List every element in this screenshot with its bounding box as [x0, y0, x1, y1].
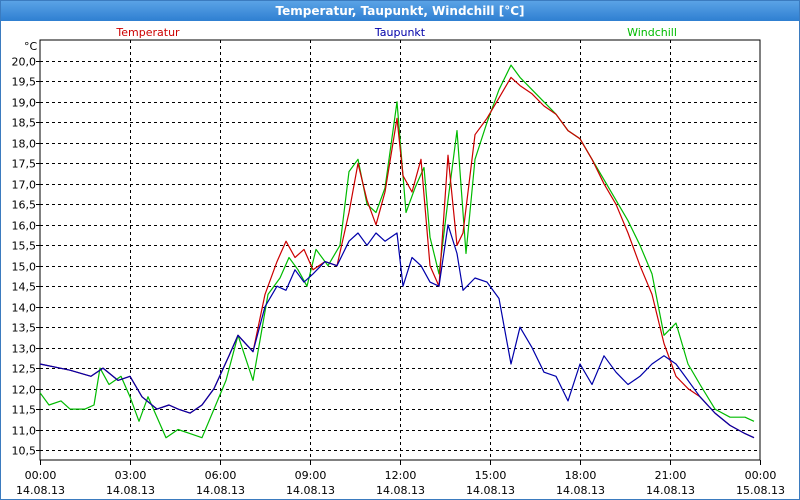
y-tick-label: 14,5 — [12, 281, 37, 294]
y-tick-label: 19,5 — [12, 76, 37, 89]
x-tick-date: 14.08.13 — [196, 484, 245, 497]
x-tick-time: 09:00 — [295, 469, 327, 482]
x-tick-date: 14.08.13 — [376, 484, 425, 497]
y-tick-label: 14,0 — [12, 302, 37, 315]
y-tick-label: 19,0 — [12, 97, 37, 110]
series-line-temperatur — [39, 76, 755, 439]
y-tick-label: 13,0 — [12, 343, 37, 356]
x-tick-time: 06:00 — [205, 469, 237, 482]
y-tick-labels: 20,0 19,5 19,0 18,5 18,0 17,5 17,0 16,5 16,0 15,5… — [12, 56, 37, 458]
x-tick-time: 03:00 — [115, 469, 147, 482]
x-tick-date: 14.08.13 — [466, 484, 515, 497]
series-line-taupunkt — [39, 224, 755, 439]
legend: Temperatur Taupunkt Windchill — [115, 26, 677, 39]
x-tick-date: 14.08.13 — [556, 484, 605, 497]
y-tick-label: 17,5 — [12, 158, 37, 171]
axes — [36, 39, 761, 465]
y-tick-label: 16,0 — [12, 220, 37, 233]
legend-windchill: Windchill — [627, 26, 677, 39]
x-tick-labels: 00:00 14.08.13 03:00 14.08.13 06:00 14.08.13 0… — [16, 469, 785, 497]
y-tick-label: 12,5 — [12, 363, 37, 376]
y-axis-unit: °C — [24, 40, 38, 53]
x-tick-time: 12:00 — [385, 469, 417, 482]
y-tick-label: 15,5 — [12, 240, 37, 253]
y-tick-label: 12,0 — [12, 384, 37, 397]
x-tick-date: 14.08.13 — [106, 484, 155, 497]
x-tick-time: 21:00 — [655, 469, 687, 482]
x-tick-time: 15:00 — [475, 469, 507, 482]
y-tick-label: 13,5 — [12, 322, 37, 335]
x-tick-date: 14.08.13 — [286, 484, 335, 497]
legend-temperatur: Temperatur — [115, 26, 180, 39]
y-tick-label: 20,0 — [12, 56, 37, 69]
x-tick-date: 15.08.13 — [736, 484, 785, 497]
x-tick-time: 00:00 — [745, 469, 777, 482]
y-tick-label: 11,5 — [12, 404, 37, 417]
x-tick-time: 18:00 — [565, 469, 597, 482]
series-lines — [39, 64, 755, 439]
x-tick-date: 14.08.13 — [646, 484, 695, 497]
x-tick-date: 14.08.13 — [16, 484, 65, 497]
y-tick-label: 18,5 — [12, 117, 37, 130]
y-tick-label: 18,0 — [12, 138, 37, 151]
y-tick-label: 16,5 — [12, 199, 37, 212]
y-tick-label: 11,0 — [12, 425, 37, 438]
window-title: Temperatur, Taupunkt, Windchill [°C] — [1, 1, 799, 21]
y-tick-label: 17,0 — [12, 179, 37, 192]
y-tick-label: 15,0 — [12, 261, 37, 274]
series-line-windchill — [39, 64, 755, 439]
x-tick-time: 00:00 — [25, 469, 57, 482]
legend-taupunkt: Taupunkt — [374, 26, 426, 39]
y-tick-label: 10,5 — [12, 445, 37, 458]
